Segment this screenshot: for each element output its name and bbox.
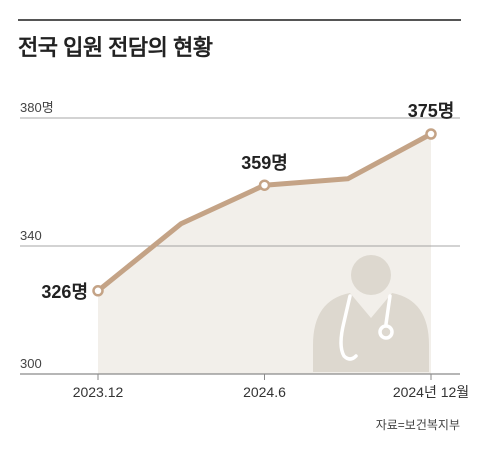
data-point [92,285,104,297]
y-axis: 380명 340 300 [20,100,54,371]
doctor-icon [313,255,429,372]
top-rule [18,19,461,21]
data-point [258,179,271,191]
chart-title: 전국 입원 전담의 현황 [18,35,213,60]
x-tick-label: 2023.12 [73,384,124,400]
y-tick-label: 300 [20,356,42,371]
x-tick-label: 2024년 12월 [393,384,469,400]
data-point [425,128,437,140]
data-label: 375명 [408,101,455,121]
points-layer [92,128,437,297]
grid-layer [20,117,460,375]
data-label: 326명 [41,282,88,302]
y-tick-label: 340 [20,228,42,243]
y-tick-label: 380명 [20,100,54,115]
x-axis: 2023.12 2024.6 2024년 12월 [73,374,469,400]
x-tick-label: 2024.6 [243,384,286,400]
data-label: 359명 [241,153,288,173]
data-labels-layer: 326명 359명 375명 [41,101,454,302]
source-note: 자료=보건복지부 [375,418,460,432]
